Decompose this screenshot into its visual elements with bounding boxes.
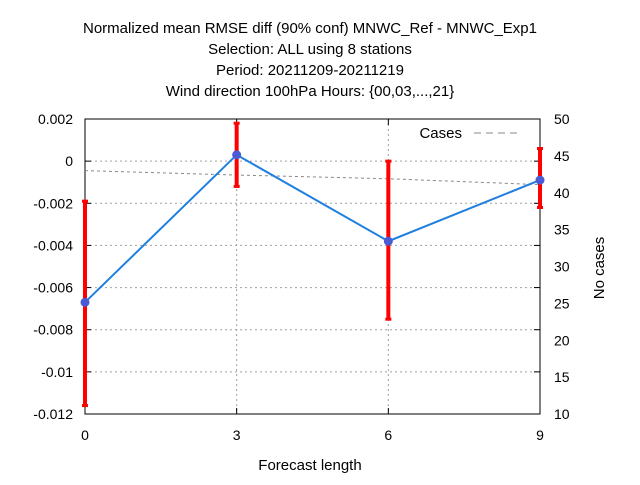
y2-tick-label: 15: [554, 369, 570, 385]
y-tick-label: -0.002: [33, 195, 73, 211]
mean-diff-series: [80, 121, 545, 408]
y-tick-label: -0.004: [33, 237, 73, 253]
y-tick-label: 0.002: [38, 111, 73, 127]
x-tick-label: 9: [536, 427, 544, 443]
grid: [85, 119, 540, 414]
plot-frame: [84, 118, 541, 415]
y2-tick-label: 45: [554, 148, 570, 164]
y-tick-label: 0: [65, 153, 73, 169]
y-tick-label: -0.012: [33, 406, 73, 422]
y-tick-label: -0.008: [33, 322, 73, 338]
y-tick-label: -0.006: [33, 280, 73, 296]
x-axis-label: Forecast length: [258, 457, 361, 474]
y2-tick-label: 50: [554, 111, 570, 127]
data-point-2: [383, 236, 393, 246]
y2-axis: 50 45 40 35 30 25 20 15 10: [554, 111, 570, 422]
x-tick-label: 0: [81, 427, 89, 443]
y2-tick-label: 35: [554, 222, 570, 238]
y2-tick-label: 25: [554, 295, 570, 311]
title-line-3: Period: 20211209-20211219: [216, 62, 404, 79]
legend: Cases: [419, 125, 521, 142]
cases-series: [84, 170, 541, 186]
title-line-2: Selection: ALL using 8 stations: [208, 41, 412, 58]
series-line: [84, 153, 541, 304]
y2-tick-label: 40: [554, 185, 570, 201]
legend-label-cases: Cases: [419, 125, 462, 142]
chart-title: Normalized mean RMSE diff (90% conf) MNW…: [83, 20, 537, 100]
data-point-0: [80, 297, 90, 307]
data-point-3: [535, 175, 545, 185]
y2-tick-label: 10: [554, 406, 570, 422]
y2-tick-label: 20: [554, 332, 570, 348]
y-tick-label: -0.01: [41, 364, 73, 380]
x-tick-label: 6: [384, 427, 392, 443]
y2-tick-label: 30: [554, 259, 570, 275]
x-axis: 0 3 6 9: [81, 119, 544, 443]
x-tick-label: 3: [233, 427, 241, 443]
y-axis: 0.002 0 -0.002 -0.004 -0.006 -0.008 -0.01 -0.01…: [33, 111, 540, 422]
data-point-1: [232, 150, 242, 160]
plot-border: [84, 118, 541, 415]
y2-axis-label: No cases: [591, 237, 608, 300]
title-line-4: Wind direction 100hPa Hours: {00,03,...,…: [166, 83, 455, 100]
title-line-1: Normalized mean RMSE diff (90% conf) MNW…: [83, 20, 537, 37]
cases-line: [84, 170, 541, 186]
